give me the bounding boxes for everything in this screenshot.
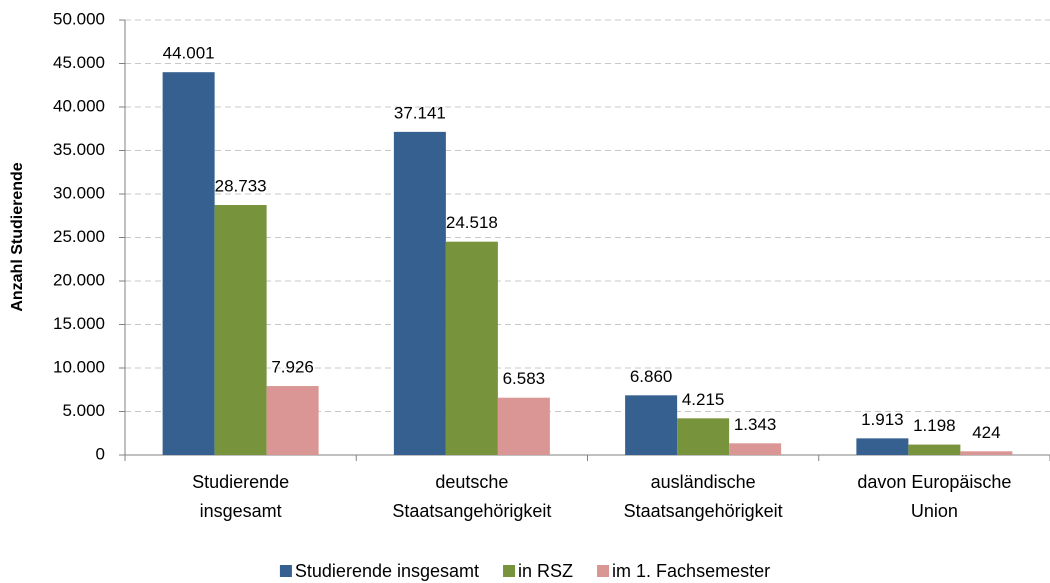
value-label: 1.198 — [913, 416, 956, 435]
bar — [497, 397, 550, 455]
bar — [677, 418, 730, 455]
value-label: 44.001 — [163, 44, 215, 63]
x-tick-label: Studierende — [192, 472, 289, 492]
bar — [214, 205, 267, 455]
x-tick-label: deutsche — [435, 472, 508, 492]
y-tick-label: 25.000 — [53, 227, 105, 246]
bar — [625, 395, 678, 455]
x-tick-label: ausländische — [651, 472, 756, 492]
x-tick-label: Staatsangehörigkeit — [624, 501, 783, 521]
bar — [445, 241, 498, 455]
x-tick-label: insgesamt — [200, 501, 282, 521]
value-label: 24.518 — [446, 213, 498, 232]
value-label: 4.215 — [682, 390, 725, 409]
bar — [729, 443, 782, 455]
bar — [266, 386, 319, 455]
legend-swatch — [597, 565, 610, 577]
y-tick-label: 50.000 — [53, 9, 105, 28]
legend-label: in RSZ — [518, 561, 573, 581]
y-tick-label: 30.000 — [53, 183, 105, 202]
value-label: 28.733 — [215, 177, 267, 196]
y-tick-label: 5.000 — [62, 401, 105, 420]
bar — [162, 72, 215, 456]
bar — [908, 444, 961, 455]
x-tick-label: Staatsangehörigkeit — [392, 501, 551, 521]
value-label: 6.860 — [630, 367, 673, 386]
y-tick-label: 0 — [96, 444, 105, 463]
y-tick-label: 15.000 — [53, 314, 105, 333]
x-tick-label: Union — [911, 501, 958, 521]
x-tick-label: davon Europäische — [857, 472, 1011, 492]
value-label: 1.343 — [734, 415, 777, 434]
bar — [960, 451, 1013, 455]
y-tick-label: 40.000 — [53, 96, 105, 115]
y-axis-title: Anzahl Studierende — [9, 162, 26, 311]
value-label: 7.926 — [271, 358, 314, 377]
y-tick-label: 35.000 — [53, 140, 105, 159]
bar — [856, 438, 909, 455]
value-label: 424 — [972, 423, 1000, 442]
value-label: 1.913 — [861, 410, 904, 429]
legend-swatch — [279, 565, 292, 577]
value-label: 37.141 — [394, 103, 446, 122]
bar — [393, 131, 446, 456]
legend-label: Studierende insgesamt — [295, 561, 479, 581]
legend-swatch — [503, 565, 516, 577]
y-tick-label: 10.000 — [53, 357, 105, 376]
y-tick-label: 45.000 — [53, 53, 105, 72]
y-tick-label: 20.000 — [53, 270, 105, 289]
legend-label: im 1. Fachsemester — [612, 561, 770, 581]
value-label: 6.583 — [503, 369, 546, 388]
